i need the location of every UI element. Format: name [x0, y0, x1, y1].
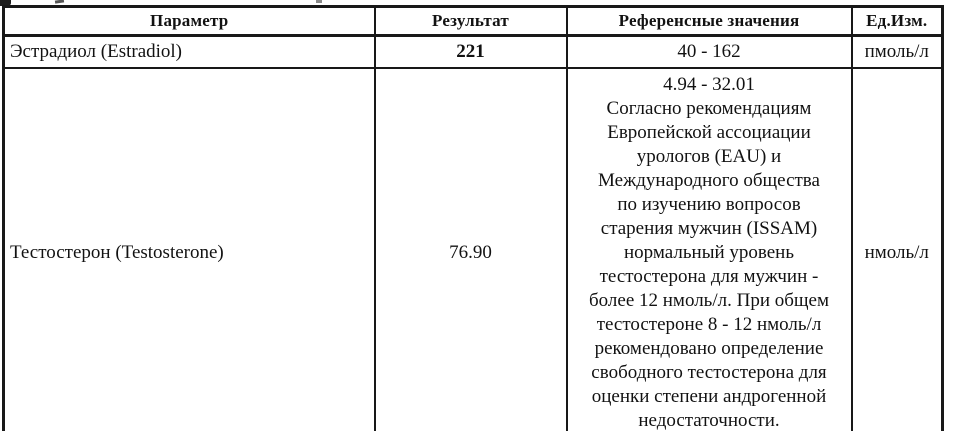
- table-row-testosterone: Тестостерон (Testosterone) 76.90 4.94 - …: [2, 67, 944, 431]
- cell-parameter: Тестостерон (Testosterone): [2, 67, 376, 431]
- cell-result: 221: [373, 34, 568, 69]
- cell-unit: пмоль/л: [850, 34, 944, 69]
- col-header-unit: Ед.Изм.: [850, 5, 944, 37]
- col-header-parameter: Параметр: [2, 5, 376, 37]
- header-row: Параметр Результат Референсные значения …: [2, 5, 944, 37]
- cell-result: 76.90: [373, 67, 568, 431]
- scan-artifact: [54, 0, 65, 4]
- scan-artifact: [316, 0, 322, 3]
- cell-unit: нмоль/л: [850, 67, 944, 431]
- cell-reference: 4.94 - 32.01 Согласно рекомендациям Евро…: [565, 67, 853, 431]
- cell-reference: 40 - 162: [565, 34, 853, 69]
- col-header-reference: Референсные значения: [565, 5, 853, 37]
- scan-artifact: [0, 0, 11, 6]
- col-header-result: Результат: [373, 5, 568, 37]
- cell-parameter: Эстрадиол (Estradiol): [2, 34, 376, 69]
- table-row-estradiol: Эстрадиол (Estradiol) 221 40 - 162 пмоль…: [2, 34, 944, 69]
- lab-results-table: Параметр Результат Референсные значения …: [2, 5, 944, 431]
